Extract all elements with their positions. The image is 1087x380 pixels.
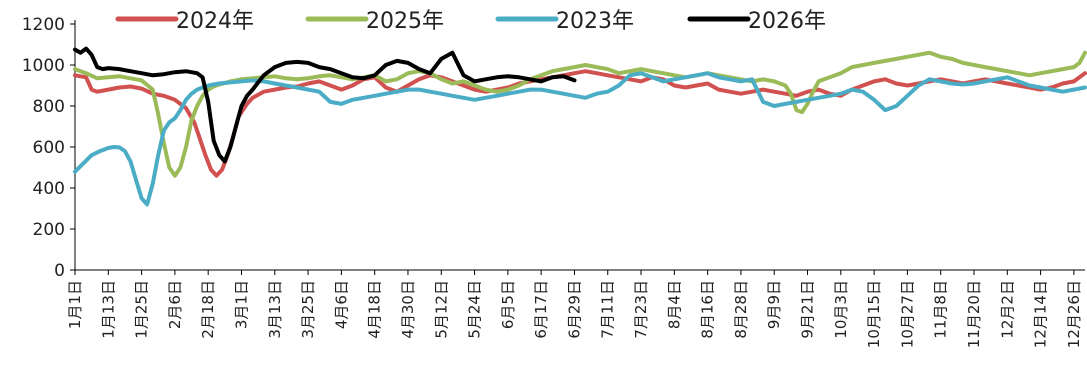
x-tick-label: 9月9日: [765, 280, 783, 329]
y-tick-label: 600: [33, 138, 65, 158]
x-tick-label: 2月18日: [199, 280, 217, 339]
x-tick-label: 12月2日: [998, 280, 1016, 339]
x-tick-label: 6月17日: [532, 280, 550, 339]
series-line-4: [73, 46, 577, 164]
y-axis: 0 200 400 600 800 1000 1200: [22, 15, 76, 281]
x-tick-label: 10月3日: [832, 280, 850, 339]
x-axis: 1月1日 1月13日 1月25日 2月6日 2月18日 3月1日 3月13日 3月25日 4月6…: [66, 269, 1085, 348]
series-group: [73, 46, 1087, 207]
x-tick-label: 10月27日: [898, 280, 916, 348]
x-tick-label: 8月16日: [699, 280, 717, 339]
x-tick-label: 5月12日: [432, 280, 450, 339]
x-tick-label: 9月21日: [799, 280, 817, 339]
x-tick-label: 4月30日: [399, 280, 417, 339]
y-tick-label: 1200: [22, 15, 65, 35]
x-tick-label: 8月4日: [665, 280, 683, 329]
legend-label-4: 2026年: [748, 9, 826, 34]
x-tick-label: 11月20日: [965, 280, 983, 348]
x-tick-label: 7月11日: [599, 280, 617, 339]
x-tick-label: 1月1日: [66, 280, 84, 329]
x-tick-label: 12月26日: [1065, 280, 1083, 348]
series-line-3: [73, 71, 1087, 207]
x-tick-label: 5月24日: [466, 280, 484, 339]
x-tick-label: 4月18日: [366, 280, 384, 339]
legend-label-1: 2024年: [176, 9, 254, 34]
x-tick-label: 6月5日: [499, 280, 517, 329]
x-tick-label: 12月14日: [1032, 280, 1050, 348]
x-tick-label: 7月23日: [632, 280, 650, 339]
y-tick-label: 400: [33, 179, 65, 199]
series-line-2: [73, 50, 1087, 178]
x-tick-label: 1月25日: [133, 280, 151, 339]
x-tick-label: 3月1日: [232, 280, 250, 329]
y-tick-label: 800: [33, 97, 65, 117]
legend: 2024年 2025年 2023年 2026年: [115, 9, 826, 34]
x-tick-label: 6月29日: [565, 280, 583, 339]
y-tick-label: 200: [33, 220, 65, 240]
x-tick-label: 11月8日: [932, 280, 950, 339]
y-tick-label: 0: [54, 261, 65, 281]
x-tick-label: 3月25日: [299, 280, 317, 339]
legend-label-2: 2025年: [366, 9, 444, 34]
x-tick-label: 10月15日: [865, 280, 883, 348]
x-tick-label: 3月13日: [266, 280, 284, 339]
legend-label-3: 2023年: [556, 9, 634, 34]
x-tick-label: 8月28日: [732, 280, 750, 339]
y-tick-label: 1000: [22, 56, 65, 76]
x-tick-label: 1月13日: [99, 280, 117, 339]
x-tick-label: 2月6日: [166, 280, 184, 329]
x-tick-label: 4月6日: [332, 280, 350, 329]
